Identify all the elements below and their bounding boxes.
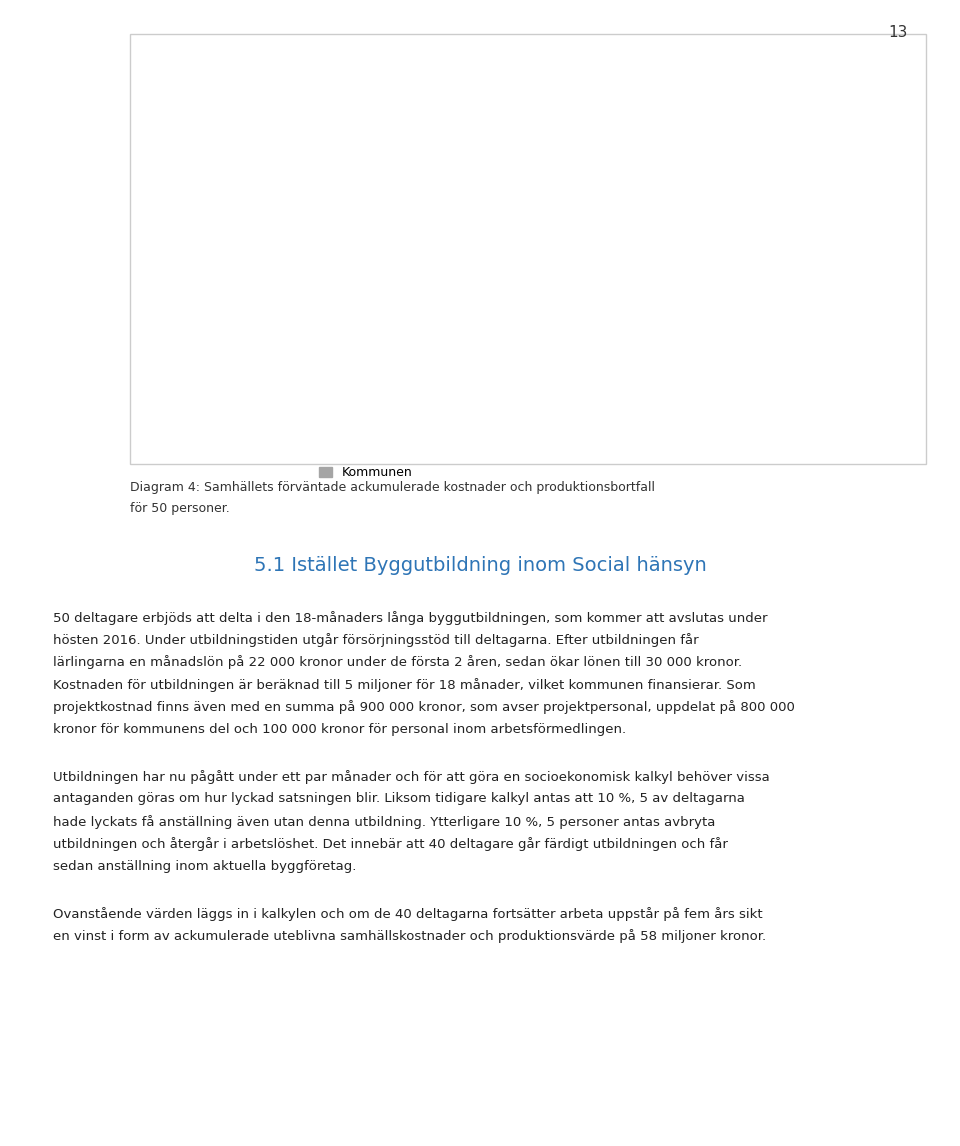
Bar: [411, 343, 477, 345]
Text: antaganden göras om hur lyckad satsningen blir. Liksom tidigare kalkyl antas att: antaganden göras om hur lyckad satsninge…: [53, 793, 745, 806]
Bar: [705, 311, 771, 314]
Text: Utbildningen har nu pågått under ett par månader och för att göra en socioekonom: Utbildningen har nu pågått under ett par…: [53, 770, 770, 784]
Bar: [264, 322, 330, 359]
Text: Diagram 4: Samhällets förväntade ackumulerade kostnader och produktionsbortfall: Diagram 4: Samhällets förväntade ackumul…: [130, 481, 655, 494]
Bar: [558, 332, 624, 384]
Bar: [705, 314, 771, 384]
Bar: [705, 301, 771, 304]
Bar: [705, 309, 771, 311]
Bar: [411, 347, 477, 351]
Bar: [411, 258, 477, 339]
Bar: [558, 329, 624, 332]
Text: en vinst i form av ackumulerade uteblivna samhällskostnader och produktionsvärde: en vinst i form av ackumulerade uteblivn…: [53, 929, 766, 943]
Bar: [558, 198, 624, 320]
Text: 13: 13: [888, 25, 907, 40]
Bar: [705, 140, 771, 300]
Text: för 50 personer.: för 50 personer.: [130, 502, 229, 515]
Bar: [264, 362, 330, 363]
Legend: Arbetsförmedling, Försäkringskassan, Kommunen, Landstinget, Rättsväsendet, Övrig: Arbetsförmedling, Försäkringskassan, Kom…: [314, 424, 726, 485]
Bar: [264, 363, 330, 366]
Title: Om inget händer ....: Om inget händer ....: [470, 78, 653, 96]
Text: Ovanstående värden läggs in i kalkylen och om de 40 deltagarna fortsätter arbeta: Ovanstående värden läggs in i kalkylen o…: [53, 908, 762, 921]
Bar: [411, 340, 477, 343]
Text: 5.1 Istället Byggutbildning inom Social hänsyn: 5.1 Istället Byggutbildning inom Social …: [253, 556, 707, 575]
Text: lärlingarna en månadslön på 22 000 kronor under de första 2 åren, sedan ökar lön: lärlingarna en månadslön på 22 000 krono…: [53, 656, 742, 669]
Bar: [411, 351, 477, 384]
Text: hade lyckats få anställning även utan denna utbildning. Ytterligare 10 %, 5 pers: hade lyckats få anställning även utan de…: [53, 815, 715, 829]
Text: hösten 2016. Under utbildningstiden utgår försörjningsstöd till deltagarna. Efte: hösten 2016. Under utbildningstiden utgå…: [53, 633, 699, 647]
Bar: [264, 366, 330, 369]
Text: 50 deltagare erbjöds att delta i den 18-månaders långa byggutbildningen, som kom: 50 deltagare erbjöds att delta i den 18-…: [53, 611, 767, 625]
Bar: [705, 304, 771, 309]
Text: sedan anställning inom aktuella byggföretag.: sedan anställning inom aktuella byggföre…: [53, 860, 356, 872]
Bar: [264, 369, 330, 384]
Text: År: År: [844, 409, 859, 423]
Bar: [264, 360, 330, 362]
Bar: [558, 328, 624, 329]
Text: projektkostnad finns även med en summa på 900 000 kronor, som avser projektperso: projektkostnad finns även med en summa p…: [53, 700, 795, 714]
Text: kronor för kommunens del och 100 000 kronor för personal inom arbetsförmedlingen: kronor för kommunens del och 100 000 kro…: [53, 723, 626, 736]
Bar: [558, 323, 624, 328]
Bar: [411, 345, 477, 347]
Bar: [558, 321, 624, 323]
Text: utbildningen och återgår i arbetslöshet. Det innebär att 40 deltagare går färdig: utbildningen och återgår i arbetslöshet.…: [53, 838, 728, 851]
Text: Kostnaden för utbildningen är beräknad till 5 miljoner för 18 månader, vilket ko: Kostnaden för utbildningen är beräknad t…: [53, 678, 756, 692]
